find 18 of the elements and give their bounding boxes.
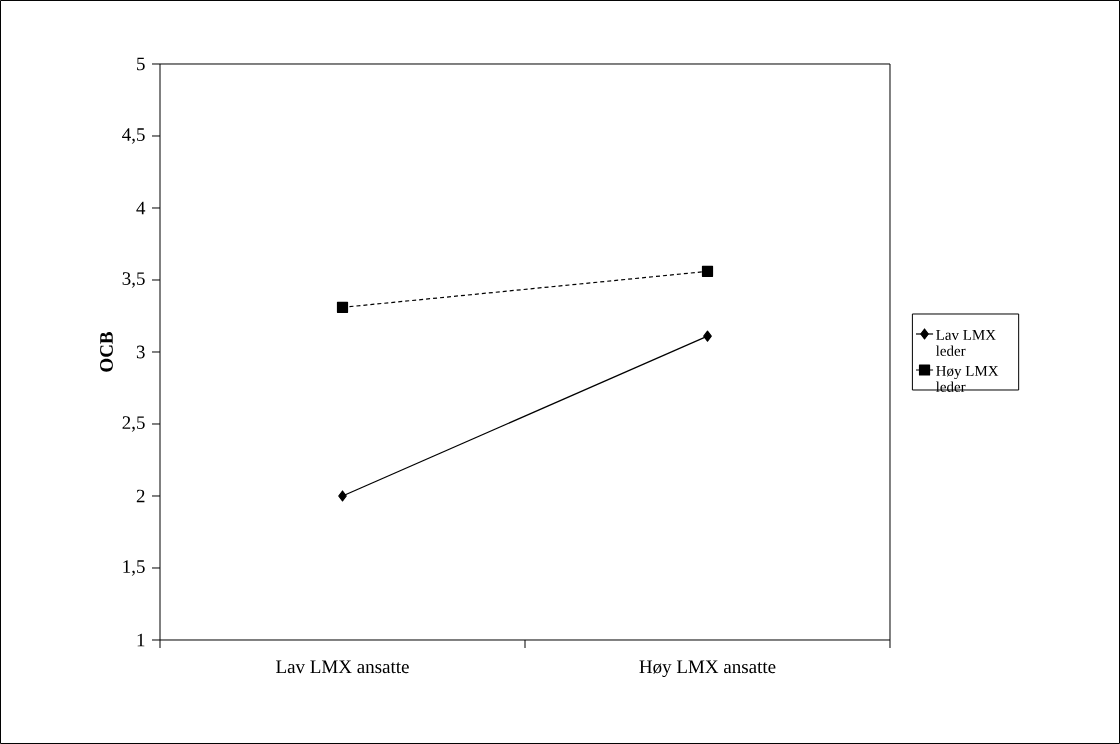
y-tick-label: 4 (136, 201, 146, 215)
y-tick-label: 3,5 (122, 272, 145, 288)
y-axis-title: OCB (100, 331, 113, 372)
point (701, 265, 714, 277)
y-tick-label: 5 (137, 57, 145, 71)
y-tick-label: 4,5 (122, 128, 145, 144)
point (338, 490, 347, 502)
y-tick-label: 1 (137, 633, 145, 647)
legend-label: Lav LMX leder (935, 330, 996, 356)
point (336, 301, 349, 313)
y-tick-label: 2 (136, 489, 145, 503)
x-tick-label: Høy LMX ansatte (639, 660, 776, 678)
point (703, 330, 712, 342)
y-tick-label: 3 (136, 345, 145, 359)
y-tick-label: 2,5 (122, 416, 145, 432)
x-tick-label: Lav LMX ansatte (276, 660, 409, 674)
legend-label: Høy LMX leder (935, 366, 999, 392)
y-tick-label: 1,5 (123, 560, 145, 576)
